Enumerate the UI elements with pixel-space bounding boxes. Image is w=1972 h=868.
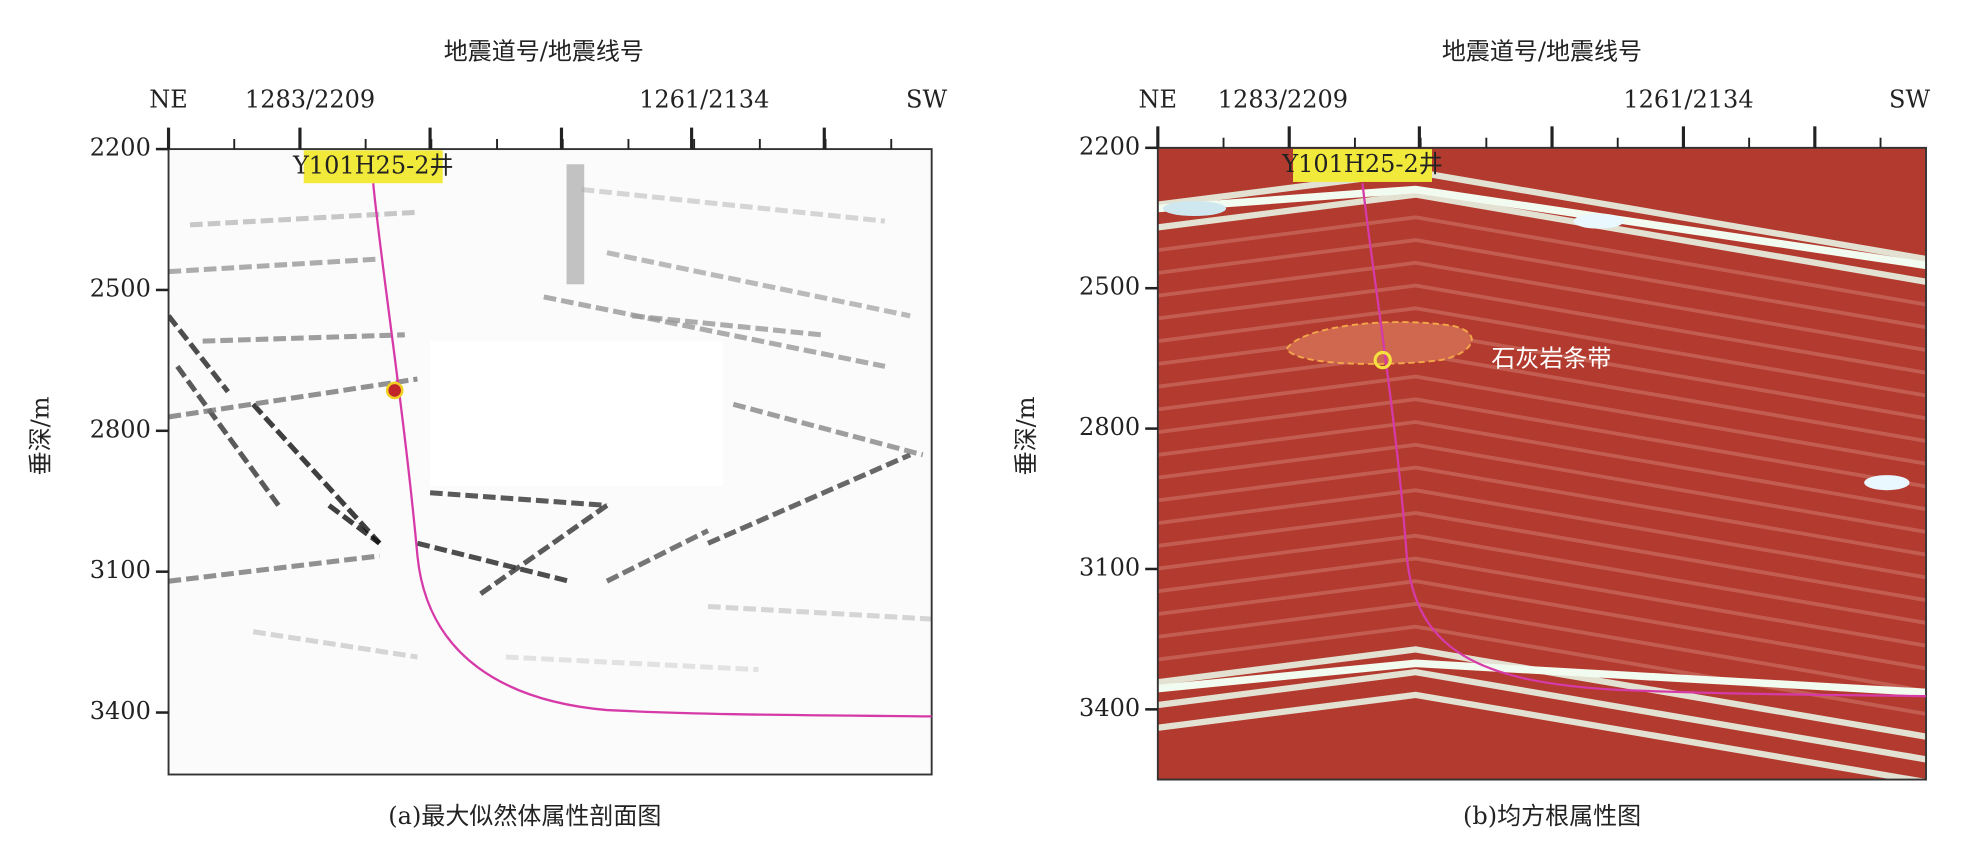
attribute-streak (168, 376, 418, 420)
attribute-streak (479, 503, 609, 596)
caption: (b)均方根属性图 (1463, 802, 1641, 830)
top-label: SW (906, 86, 947, 114)
figure-content: NE 1283/2209 1261/2134 SW 地震道号/地震线号 2200 2500 2… (27, 38, 1931, 830)
y-tick-label: 3400 (90, 697, 151, 725)
amplitude-stripe (1157, 442, 1927, 534)
y-tick-label: 3100 (90, 556, 151, 584)
y-tick-label: 2500 (1079, 273, 1140, 301)
amplitude-stripe (1157, 283, 1927, 375)
well-label-box (1293, 149, 1433, 182)
amplitude-stripe (1157, 465, 1927, 557)
amplitude-stripe (1157, 659, 1927, 697)
top-label: NE (149, 86, 188, 114)
well-marker (385, 381, 404, 400)
y-tick-label: 2800 (1079, 413, 1140, 441)
x-axis-label: 地震道号/地震线号 (1442, 38, 1642, 66)
attribute-streak (605, 528, 710, 584)
amplitude-stripe (1157, 511, 1927, 603)
top-label: 1283/2209 (1218, 86, 1348, 114)
attribute-streak (168, 314, 230, 394)
top-label: 1261/2134 (1623, 86, 1753, 114)
y-tick-label: 3100 (1079, 553, 1140, 581)
attribute-streak (175, 364, 281, 507)
x-axis-label: 地震道号/地震线号 (444, 38, 644, 66)
section-blank (430, 341, 724, 487)
amplitude-stripe (1157, 691, 1927, 780)
plot-frame (1156, 146, 1927, 781)
top-label: 1283/2209 (245, 86, 375, 114)
top-label: NE (1139, 86, 1178, 114)
bright-spot (1573, 213, 1625, 229)
attribute-streak (327, 503, 382, 546)
amplitude-stripe (1157, 488, 1927, 580)
vertical-artifact (566, 164, 585, 285)
amplitude-stripe (1157, 374, 1927, 466)
well-label-box (303, 150, 443, 184)
y-tick-label: 2200 (90, 134, 151, 162)
attribute-streak (707, 452, 912, 546)
amplitude-stripe (1157, 397, 1927, 489)
attribute-streak (416, 540, 570, 584)
amplitude-stripe (1157, 215, 1927, 307)
y-axis-label: 垂深/m (1012, 396, 1040, 475)
attribute-streak (581, 187, 886, 224)
amplitude-stripe (1157, 185, 1927, 270)
amplitude-stripe (1157, 533, 1927, 625)
caption: (a)最大似然体属性剖面图 (388, 802, 661, 830)
attribute-streak (543, 294, 886, 369)
amplitude-stripe (1157, 238, 1927, 330)
plot-frame (167, 148, 933, 776)
top-label: 1261/2134 (639, 86, 769, 114)
attribute-streak (189, 209, 418, 228)
top-label: SW (1889, 86, 1930, 114)
amplitude-stripe (1157, 420, 1927, 512)
annotation: 石灰岩条带 (1491, 345, 1611, 373)
well-label: Y101H25-2井 (292, 151, 454, 179)
attribute-streak (631, 313, 823, 338)
section-image (1157, 147, 1927, 780)
well-trajectory (372, 183, 932, 718)
amplitude-stripe (1157, 668, 1927, 763)
bright-spot (1162, 200, 1227, 217)
amplitude-stripe (1157, 556, 1927, 648)
amplitude-stripe (1157, 579, 1927, 671)
y-tick-label: 2800 (90, 415, 151, 443)
y-tick-label: 3400 (1079, 694, 1140, 722)
well-marker (1373, 350, 1392, 370)
section-image (168, 149, 932, 775)
attribute-streak (202, 332, 405, 344)
y-tick-label: 2500 (90, 274, 151, 302)
attribute-streak (168, 553, 380, 584)
amplitude-stripe (1157, 260, 1927, 352)
limestone-zone (1285, 321, 1473, 365)
amplitude-stripe (1157, 191, 1927, 285)
attribute-streak (707, 603, 932, 622)
attribute-streak (732, 401, 924, 458)
attribute-streak (429, 490, 608, 508)
y-tick-label: 2200 (1079, 132, 1140, 160)
amplitude-stripe (1157, 306, 1927, 398)
attribute-streak (606, 250, 911, 319)
well-label: Y101H25-2井 (1281, 150, 1442, 178)
amplitude-stripe (1157, 602, 1927, 693)
attribute-streak (252, 629, 418, 660)
bright-spot (1864, 475, 1910, 491)
attribute-streak (505, 654, 759, 673)
y-axis-label: 垂深/m (27, 396, 55, 475)
attribute-streak (251, 402, 382, 545)
amplitude-stripe (1157, 646, 1927, 740)
well-trajectory (1361, 183, 1927, 698)
